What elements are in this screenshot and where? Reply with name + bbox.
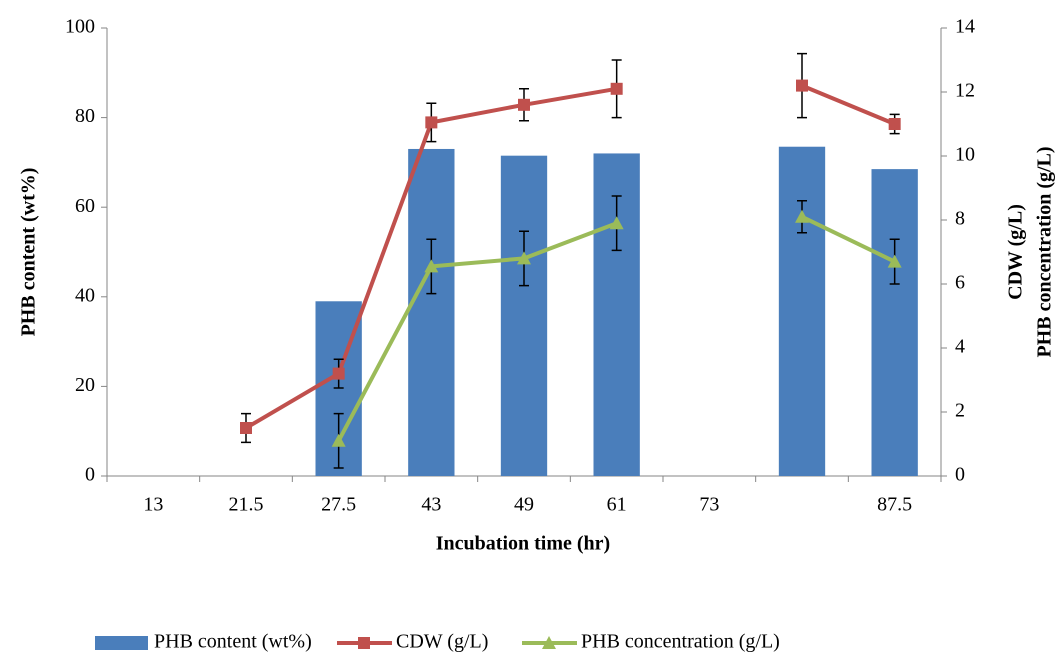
y-tick-label: 0 xyxy=(85,464,95,486)
y-tick-label: 60 xyxy=(75,195,95,217)
marker xyxy=(611,83,623,95)
chart: Incubation time (hr) PHB content (wt%) C… xyxy=(0,0,1060,661)
y-tick-label: 100 xyxy=(65,16,95,38)
x-tick-label: 43 xyxy=(421,494,441,516)
bar xyxy=(872,169,918,476)
y2-tick-label: 8 xyxy=(955,208,965,230)
marker xyxy=(425,116,437,128)
legend-label: CDW (g/L) xyxy=(396,631,488,653)
y2-axis-title: PHB concentration (g/L) xyxy=(1034,146,1056,357)
legend-label: PHB content (wt%) xyxy=(154,631,312,653)
marker xyxy=(240,422,252,434)
x-tick-label: 73 xyxy=(699,494,719,516)
y-tick-label: 80 xyxy=(75,105,95,127)
marker xyxy=(889,118,901,130)
marker xyxy=(796,80,808,92)
marker xyxy=(518,99,530,111)
y2-tick-label: 4 xyxy=(955,336,965,358)
y2-tick-label: 0 xyxy=(955,464,965,486)
x-tick-label: 49 xyxy=(514,494,534,516)
y2-tick-label: 6 xyxy=(955,272,965,294)
x-tick-label: 61 xyxy=(607,494,627,516)
y2-axis-title: CDW (g/L) xyxy=(1005,204,1027,300)
x-tick-label: 13 xyxy=(143,494,163,516)
y2-tick-label: 10 xyxy=(955,144,975,166)
bar xyxy=(408,149,454,476)
y-tick-label: 40 xyxy=(75,284,95,306)
x-tick-label: 87.5 xyxy=(877,494,912,516)
marker xyxy=(333,368,345,380)
legend-marker xyxy=(358,637,370,649)
page: {"chart_data": { "type": "bar-line", "ca… xyxy=(0,0,1060,661)
legend-label: PHB concentration (g/L) xyxy=(581,631,780,653)
x-tick-label: 27.5 xyxy=(321,494,356,516)
y-axis-title: PHB content (wt%) xyxy=(18,168,40,337)
line xyxy=(802,86,895,124)
y2-tick-label: 14 xyxy=(955,16,975,38)
y-tick-label: 20 xyxy=(75,374,95,396)
y2-tick-label: 12 xyxy=(955,80,975,102)
x-axis-title: Incubation time (hr) xyxy=(436,533,610,555)
y2-tick-label: 2 xyxy=(955,400,965,422)
bar xyxy=(779,147,825,476)
legend-swatch xyxy=(95,636,148,650)
bar xyxy=(501,156,547,476)
x-tick-label: 21.5 xyxy=(229,494,264,516)
